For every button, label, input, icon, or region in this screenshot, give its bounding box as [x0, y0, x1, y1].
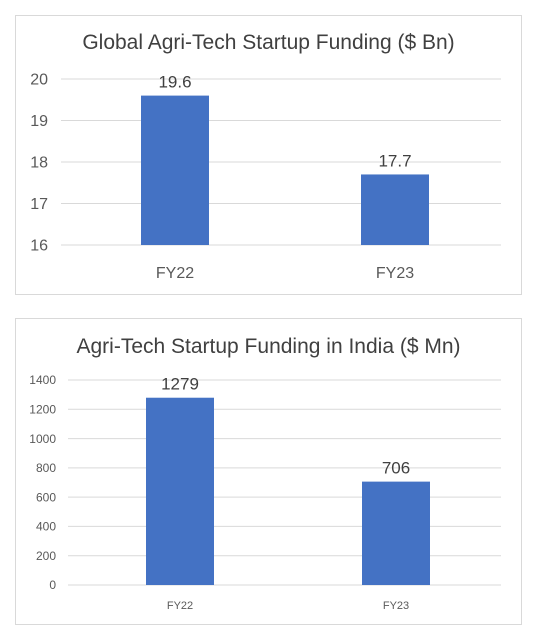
data-label: 706: [382, 459, 410, 478]
chart-title: Agri-Tech Startup Funding in India ($ Mn…: [76, 335, 461, 358]
y-tick-label: 18: [30, 155, 48, 172]
data-label: 19.6: [158, 73, 191, 92]
chart-plot-global: 16 17 18 19 20 19.6 FY22 17.7 FY23: [30, 72, 501, 282]
y-tick-label: 1200: [29, 402, 56, 416]
data-label: 1279: [161, 375, 199, 394]
y-tick-label: 16: [30, 238, 48, 255]
y-tick-label: 200: [36, 549, 56, 563]
y-tick-label: 400: [36, 520, 56, 534]
x-category-label: FY23: [383, 600, 409, 612]
bar-fy23: [362, 481, 430, 585]
y-tick-label: 0: [49, 578, 56, 592]
x-category-label: FY22: [156, 265, 194, 282]
bar-fy22: [141, 95, 209, 245]
chart-panel-india: Agri-Tech Startup Funding in India ($ Mn…: [15, 318, 522, 625]
chart-plot-india: 0 200 400 600 800 1000 1200 1400 1279 FY22 706 FY23: [29, 373, 501, 612]
y-tick-label: 600: [36, 490, 56, 504]
chart-panel-global: Global Agri-Tech Startup Funding ($ Bn) …: [15, 15, 522, 295]
data-label: 17.7: [378, 151, 411, 170]
y-tick-label: 19: [30, 113, 48, 130]
y-tick-label: 1000: [29, 432, 56, 446]
x-category-label: FY22: [167, 600, 193, 612]
chart-title: Global Agri-Tech Startup Funding ($ Bn): [82, 31, 455, 54]
y-tick-label: 17: [30, 196, 48, 213]
bar-fy23: [361, 174, 429, 245]
y-tick-label: 800: [36, 461, 56, 475]
y-tick-label: 1400: [29, 373, 56, 387]
y-tick-label: 20: [30, 72, 48, 89]
x-category-label: FY23: [376, 265, 414, 282]
bar-fy22: [146, 397, 214, 585]
